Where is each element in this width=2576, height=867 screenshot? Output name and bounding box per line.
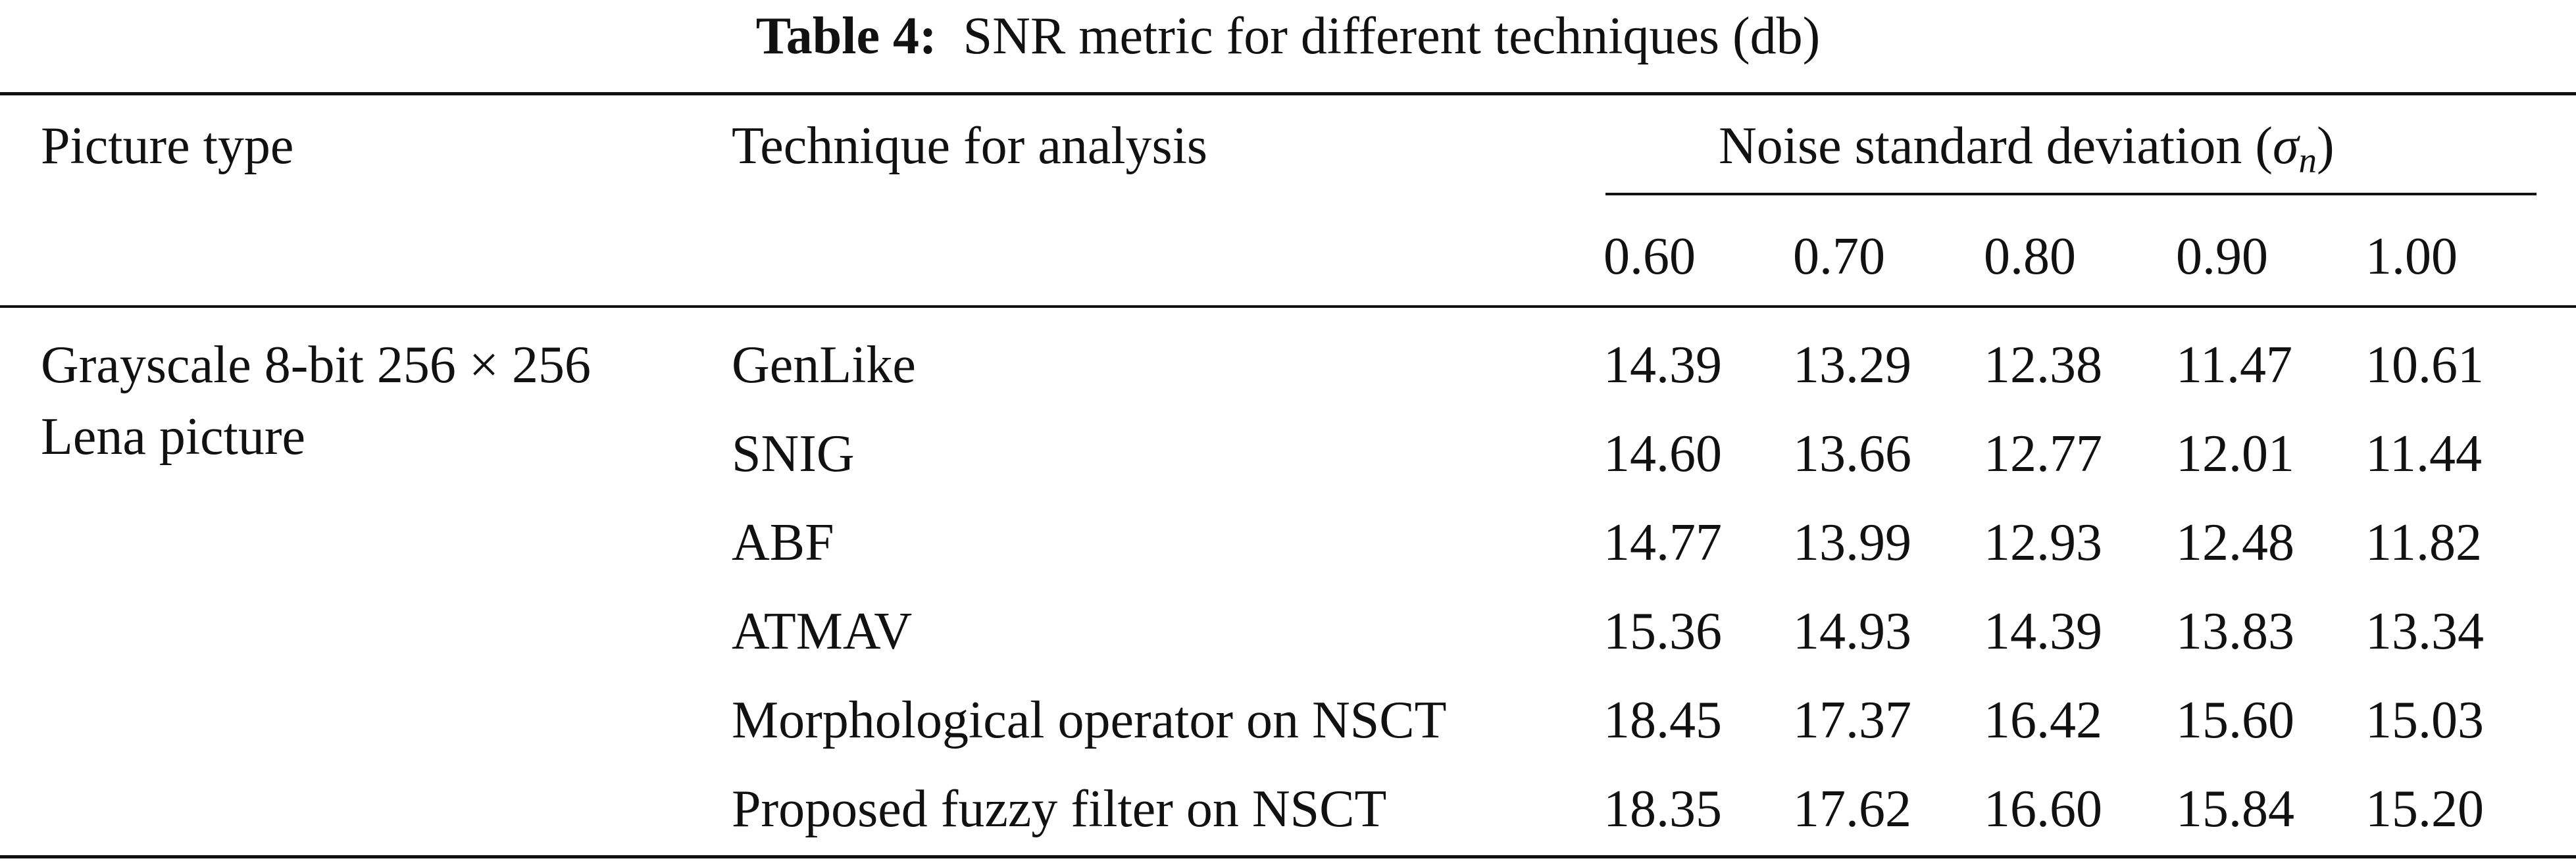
snr-value-cell: 15.20 [2365,780,2484,838]
sigma-value-header: 1.00 [2365,228,2458,285]
sigma-value-header: 0.60 [1604,228,1696,285]
table-caption-text: SNR metric for different techniques (db) [963,7,1821,65]
bottom-rule [0,855,2576,858]
technique-cell: GenLike [732,336,916,394]
sigma-subscript: n [2298,140,2317,180]
table-caption: Table 4: SNR metric for different techni… [0,0,2576,72]
sigma-value-header: 0.80 [1984,228,2076,285]
snr-value-cell: 10.61 [2365,336,2484,394]
snr-value-cell: 17.62 [1793,780,1911,838]
top-rule [0,92,2576,95]
snr-value-cell: 18.35 [1604,780,1722,838]
snr-value-cell: 13.29 [1793,336,1911,394]
snr-value-cell: 14.39 [1984,603,2102,660]
snr-value-cell: 12.93 [1984,514,2102,572]
technique-cell: SNIG [732,425,855,483]
snr-value-cell: 14.39 [1604,336,1722,394]
header-noise-suffix: ) [2316,117,2335,175]
snr-value-cell: 15.60 [2176,691,2294,749]
sigma-symbol: σn [2273,117,2317,178]
snr-value-cell: 12.77 [1984,425,2102,483]
header-noise-prefix: Noise standard deviation ( [1719,117,2273,175]
technique-cell: Morphological operator on NSCT [732,691,1447,749]
sigma-value-header: 0.90 [2176,228,2268,285]
snr-value-cell: 12.01 [2176,425,2294,483]
technique-cell: Proposed fuzzy filter on NSCT [732,780,1387,838]
picture-type-line1: Grayscale 8-bit 256 × 256 [41,336,592,394]
technique-cell: ATMAV [732,603,913,660]
snr-value-cell: 11.44 [2365,425,2483,483]
snr-value-cell: 13.83 [2176,603,2294,660]
snr-value-cell: 15.84 [2176,780,2294,838]
header-picture-type: Picture type [41,117,294,175]
snr-value-cell: 12.38 [1984,336,2102,394]
snr-value-cell: 14.77 [1604,514,1722,572]
snr-value-cell: 18.45 [1604,691,1722,749]
snr-value-cell: 15.36 [1604,603,1722,660]
snr-value-cell: 13.99 [1793,514,1911,572]
snr-value-cell: 11.82 [2365,514,2483,572]
snr-value-cell: 17.37 [1793,691,1911,749]
technique-cell: ABF [732,514,834,572]
snr-value-cell: 11.47 [2176,336,2293,394]
header-rule [0,305,2576,308]
snr-value-cell: 14.60 [1604,425,1722,483]
header-noise-group: Noise standard deviation (σn) [1719,113,2335,179]
sigma-letter: σ [2273,117,2299,175]
group-rule [1605,193,2537,195]
sigma-value-header: 0.70 [1793,228,1885,285]
snr-value-cell: 12.48 [2176,514,2294,572]
snr-value-cell: 15.03 [2365,691,2484,749]
snr-value-cell: 13.34 [2365,603,2484,660]
header-technique: Technique for analysis [732,117,1208,175]
table-caption-label: Table 4: [755,7,937,65]
snr-value-cell: 13.66 [1793,425,1911,483]
picture-type-line2: Lena picture [41,408,305,466]
snr-value-cell: 16.42 [1984,691,2102,749]
snr-value-cell: 16.60 [1984,780,2102,838]
snr-value-cell: 14.93 [1793,603,1911,660]
